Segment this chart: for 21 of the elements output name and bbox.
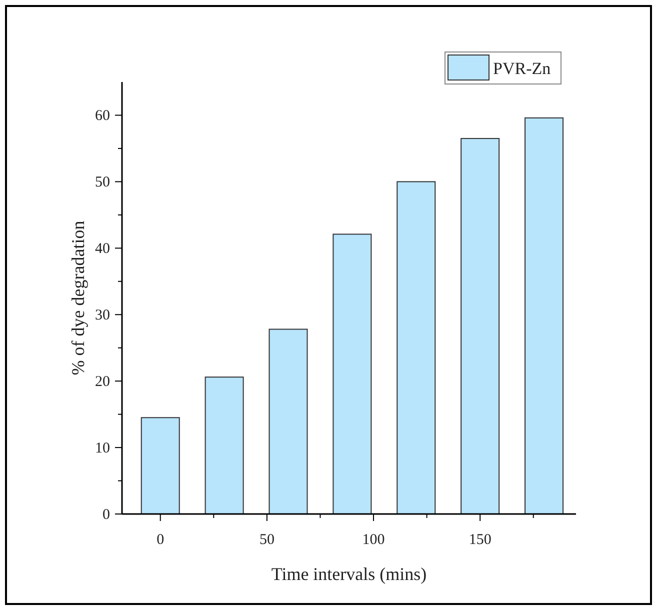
x-axis-title: Time intervals (mins) bbox=[271, 564, 427, 584]
bar bbox=[268, 328, 308, 514]
y-axis-title: % of dye degradation bbox=[68, 220, 88, 376]
y-tick-label: 0 bbox=[102, 506, 110, 523]
y-tick-label: 10 bbox=[95, 440, 110, 456]
y-tick-label: 60 bbox=[95, 108, 110, 124]
bar bbox=[332, 234, 372, 514]
bar bbox=[524, 117, 564, 514]
x-tick-label: 50 bbox=[259, 532, 274, 548]
y-tick-label: 40 bbox=[95, 240, 110, 257]
bar bbox=[460, 138, 500, 514]
bar bbox=[396, 181, 436, 514]
y-tick-label: 20 bbox=[95, 374, 110, 390]
x-tick-label: 0 bbox=[156, 532, 164, 548]
y-tick-label: 30 bbox=[95, 307, 110, 324]
x-tick-label: 100 bbox=[362, 532, 385, 548]
y-tick-label: 50 bbox=[95, 174, 110, 190]
bar bbox=[140, 417, 180, 514]
legend-label: PVR-Zn bbox=[493, 59, 552, 78]
bar bbox=[204, 376, 244, 514]
x-tick-label: 150 bbox=[468, 532, 492, 548]
